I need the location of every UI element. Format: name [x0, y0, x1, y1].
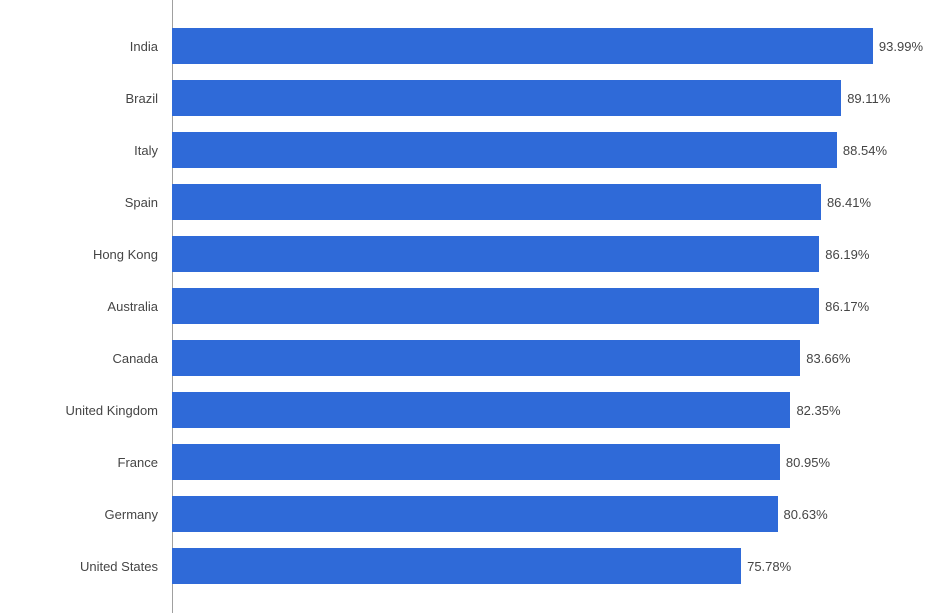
category-label: Canada	[0, 351, 172, 366]
bar[interactable]	[172, 288, 819, 324]
value-label: 93.99%	[879, 39, 923, 54]
bar[interactable]	[172, 496, 778, 532]
bar-track: 88.54%	[172, 124, 943, 176]
value-label: 75.78%	[747, 559, 791, 574]
bar[interactable]	[172, 80, 841, 116]
value-label: 88.54%	[843, 143, 887, 158]
chart-row: Canada 83.66%	[0, 332, 943, 384]
bar[interactable]	[172, 444, 780, 480]
chart-row: Brazil 89.11%	[0, 72, 943, 124]
chart-row: United Kingdom 82.35%	[0, 384, 943, 436]
bar[interactable]	[172, 340, 800, 376]
value-label: 80.95%	[786, 455, 830, 470]
bar-track: 82.35%	[172, 384, 943, 436]
bar-track: 93.99%	[172, 20, 943, 72]
bar[interactable]	[172, 132, 837, 168]
bar[interactable]	[172, 28, 873, 64]
category-label: United Kingdom	[0, 403, 172, 418]
bar-track: 75.78%	[172, 540, 943, 592]
category-label: India	[0, 39, 172, 54]
value-label: 86.19%	[825, 247, 869, 262]
category-label: Brazil	[0, 91, 172, 106]
chart-row: Italy 88.54%	[0, 124, 943, 176]
bar-track: 86.41%	[172, 176, 943, 228]
chart-row: United States 75.78%	[0, 540, 943, 592]
bar-track: 80.63%	[172, 488, 943, 540]
category-label: Hong Kong	[0, 247, 172, 262]
chart-row: France 80.95%	[0, 436, 943, 488]
plot-area: India 93.99% Brazil 89.11% Italy 88.54% Spain 8…	[0, 20, 943, 593]
value-label: 83.66%	[806, 351, 850, 366]
bar[interactable]	[172, 236, 819, 272]
category-label: United States	[0, 559, 172, 574]
value-label: 80.63%	[784, 507, 828, 522]
category-label: Germany	[0, 507, 172, 522]
bar-track: 86.17%	[172, 280, 943, 332]
bar-track: 86.19%	[172, 228, 943, 280]
chart-row: Hong Kong 86.19%	[0, 228, 943, 280]
bar[interactable]	[172, 184, 821, 220]
chart-row: Australia 86.17%	[0, 280, 943, 332]
category-label: Italy	[0, 143, 172, 158]
category-label: Spain	[0, 195, 172, 210]
chart-row: Spain 86.41%	[0, 176, 943, 228]
chart-row: India 93.99%	[0, 20, 943, 72]
value-label: 89.11%	[847, 91, 890, 106]
bar-track: 83.66%	[172, 332, 943, 384]
category-label: Australia	[0, 299, 172, 314]
category-label: France	[0, 455, 172, 470]
bar-track: 89.11%	[172, 72, 943, 124]
value-label: 86.41%	[827, 195, 871, 210]
chart-container: India 93.99% Brazil 89.11% Italy 88.54% Spain 8…	[0, 0, 943, 613]
value-label: 82.35%	[796, 403, 840, 418]
bar[interactable]	[172, 392, 790, 428]
bar-track: 80.95%	[172, 436, 943, 488]
value-label: 86.17%	[825, 299, 869, 314]
chart-row: Germany 80.63%	[0, 488, 943, 540]
bar[interactable]	[172, 548, 741, 584]
